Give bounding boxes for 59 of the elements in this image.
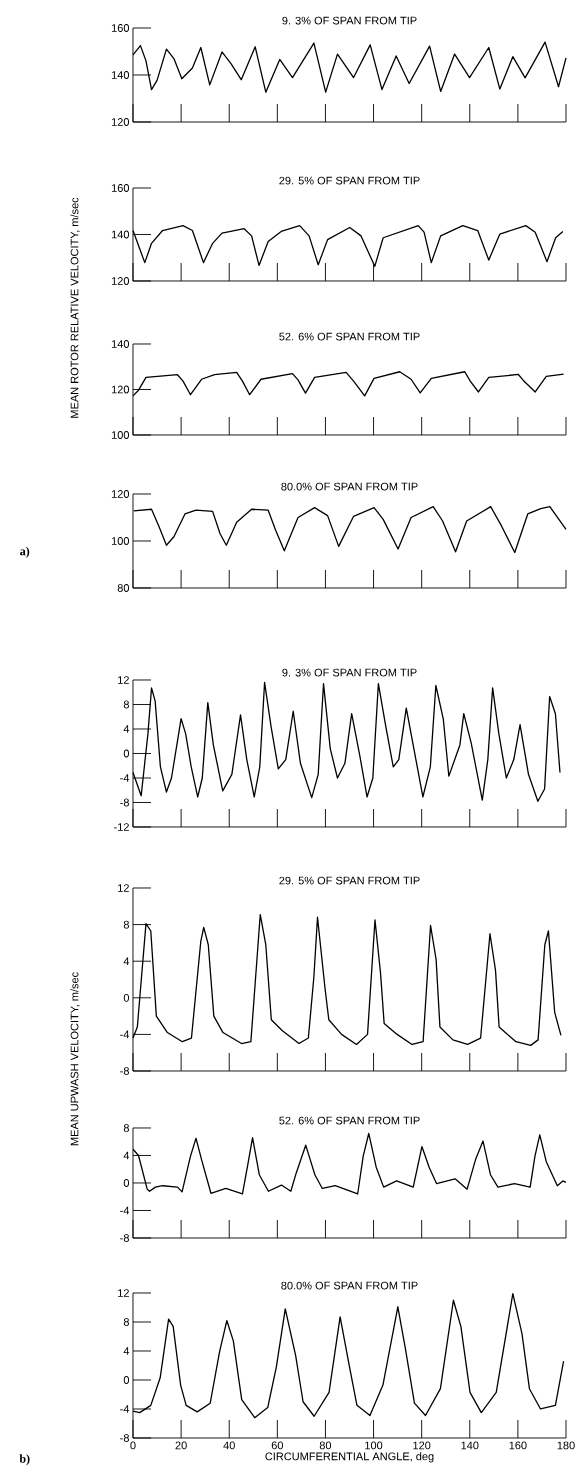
y-tick-label: 120 — [112, 118, 130, 126]
x-tick-label: 180 — [557, 1441, 575, 1450]
y-tick-label: 120 — [112, 490, 130, 498]
x-axis-title: CIRCUMFERENTIAL ANGLE, deg — [265, 1452, 434, 1463]
y-tick-label: -8 — [120, 1234, 130, 1242]
y-tick-label: 12 — [118, 884, 130, 892]
y-tick-label: 100 — [112, 537, 130, 545]
x-tick-label: 120 — [413, 1441, 431, 1450]
y-tick-label: 120 — [112, 277, 130, 285]
y-tick-label: -4 — [120, 1206, 130, 1215]
y-tick-label: 4 — [123, 1347, 130, 1355]
y-tick-label: -8 — [120, 1067, 130, 1075]
text: b) — [19, 1454, 30, 1466]
y-tick-label: -4 — [120, 774, 130, 782]
y-tick-label: 0 — [124, 749, 130, 758]
chart-title: 29. 5% OF SPAN FROM TIP — [279, 176, 420, 185]
text: a) — [20, 546, 30, 558]
y-tick-label: -8 — [120, 798, 130, 807]
chart-title: 80.0% OF SPAN FROM TIP — [281, 482, 418, 491]
y-tick-label: -12 — [114, 823, 130, 831]
x-tick-label: 160 — [509, 1441, 527, 1450]
y-tick-label: 8 — [124, 920, 130, 929]
y-tick-label: 0 — [124, 1376, 130, 1384]
y-tick-label: -8 — [120, 1434, 130, 1442]
y-tick-label: -4 — [120, 1030, 130, 1039]
y-tick-label: 140 — [112, 230, 130, 239]
x-tick-label: 140 — [461, 1441, 479, 1450]
y-tick-label: 80 — [117, 584, 130, 592]
y-tick-label: 160 — [112, 24, 130, 32]
y-tick-label: 12 — [118, 676, 130, 684]
x-tick-label: 40 — [223, 1441, 236, 1450]
y-axis-title: MEAN ROTOR RELATIVE VELOCITY, m/sec — [70, 197, 80, 418]
y-tick-label: 4 — [123, 725, 130, 733]
chart-title: 9. 3% OF SPAN FROM TIP — [282, 668, 417, 677]
chart-title: 52. 6% OF SPAN FROM TIP — [279, 1116, 420, 1125]
y-tick-label: 0 — [124, 1179, 130, 1187]
y-tick-label: 120 — [112, 385, 130, 394]
chart-title: 52. 6% OF SPAN FROM TIP — [279, 332, 420, 341]
y-tick-label: 160 — [112, 184, 130, 192]
y-tick-label: 8 — [124, 700, 130, 709]
y-tick-label: 12 — [118, 1289, 130, 1297]
y-tick-label: 4 — [123, 1151, 130, 1160]
y-tick-label: 140 — [112, 71, 130, 79]
y-tick-label: -4 — [120, 1405, 130, 1413]
y-tick-label: 4 — [123, 957, 130, 965]
y-tick-label: 8 — [124, 1318, 130, 1326]
x-tick-label: 60 — [272, 1441, 284, 1450]
y-tick-label: 140 — [112, 340, 130, 348]
y-tick-label: 100 — [112, 431, 130, 439]
x-tick-label: 100 — [365, 1441, 383, 1450]
chart-title: 29. 5% OF SPAN FROM TIP — [279, 876, 420, 885]
chart-title: 80.0% OF SPAN FROM TIP — [281, 1281, 418, 1290]
x-tick-label: 20 — [175, 1441, 188, 1450]
y-tick-label: 8 — [124, 1124, 130, 1132]
y-axis-title: MEAN UPWASH VELOCITY, m/sec — [70, 972, 80, 1146]
chart-title: 9. 3% OF SPAN FROM TIP — [282, 16, 417, 25]
x-tick-label: 0 — [130, 1441, 136, 1450]
x-tick-label: 80 — [320, 1441, 332, 1450]
y-tick-label: 0 — [124, 993, 130, 1002]
